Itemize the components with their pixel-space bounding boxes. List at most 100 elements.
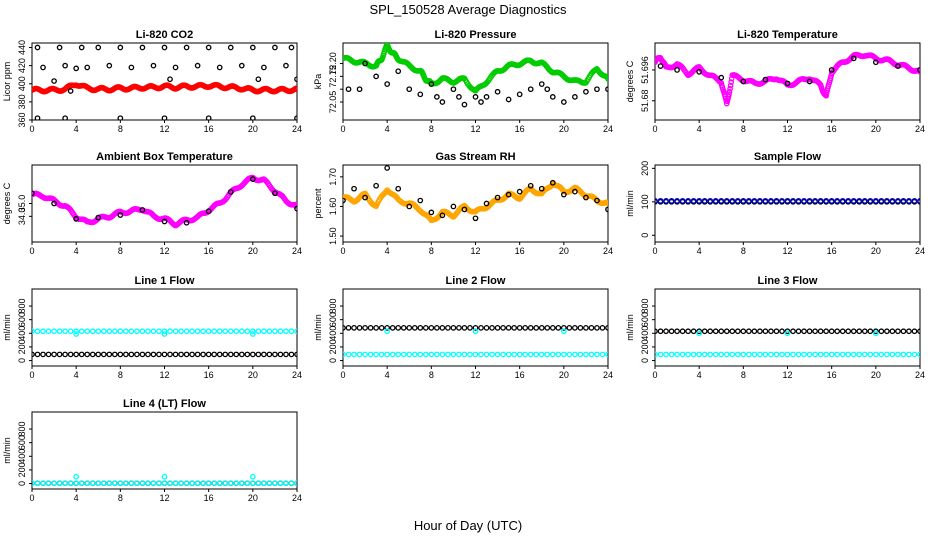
data-point	[95, 214, 102, 221]
data-point	[139, 328, 146, 335]
data-point	[272, 480, 278, 487]
data-point	[850, 55, 857, 62]
data-point	[194, 328, 201, 335]
data-point	[872, 197, 879, 204]
x-tick-label: 20	[871, 124, 881, 134]
figure-xlabel: Hour of Day (UTC)	[414, 518, 522, 533]
data-point	[577, 324, 584, 331]
data-point	[850, 197, 857, 204]
data-point	[62, 328, 68, 335]
data-point	[729, 351, 736, 358]
data-point	[172, 351, 179, 358]
data-point	[773, 351, 780, 358]
data-point	[89, 328, 96, 335]
data-point	[161, 480, 168, 487]
x-tick-label: 12	[159, 246, 169, 256]
data-point	[216, 351, 223, 358]
y-tick-label: 72.15	[328, 65, 338, 88]
data-point	[51, 351, 57, 358]
x-tick-label: 12	[159, 124, 169, 134]
x-tick-label: 12	[159, 493, 169, 503]
data-point	[227, 44, 234, 51]
data-point	[189, 480, 195, 487]
panel-sampleflow: Sample Flow ml/min 0 4 8 12 16 20 24 0 100 200	[625, 151, 925, 256]
data-point	[740, 351, 747, 358]
data-point	[249, 176, 256, 182]
data-point	[117, 351, 124, 358]
data-point	[572, 188, 578, 195]
data-point	[867, 351, 874, 358]
data-point	[373, 73, 379, 80]
data-point	[400, 351, 407, 358]
data-point	[494, 324, 501, 331]
data-point	[233, 351, 240, 358]
data-point	[861, 351, 868, 358]
data-point	[511, 324, 517, 331]
data-point	[740, 78, 747, 85]
y-tick-label: 35.0	[17, 195, 27, 213]
data-point	[500, 324, 506, 331]
data-point	[351, 185, 357, 192]
data-point	[216, 64, 223, 71]
data-point	[917, 69, 920, 75]
data-point	[527, 182, 534, 189]
data-point	[723, 197, 730, 204]
data-point	[362, 324, 368, 331]
data-point	[288, 351, 295, 358]
data-point	[194, 62, 201, 69]
panel-title: Line 2 Flow	[446, 275, 506, 287]
data-point	[345, 86, 352, 93]
data-point	[472, 215, 479, 222]
data-point	[823, 90, 830, 96]
data-point	[161, 473, 168, 480]
panel-boxtemp: Ambient Box Temperature degrees C 0 4 8 12 16 2…	[2, 151, 302, 256]
data-point	[555, 324, 562, 331]
data-point	[95, 44, 102, 51]
data-point	[343, 351, 346, 358]
data-point	[701, 328, 708, 335]
x-tick-label: 8	[741, 246, 746, 256]
x-tick-label: 4	[74, 493, 79, 503]
data-point	[605, 76, 608, 82]
data-point	[356, 86, 363, 93]
data-point	[878, 197, 885, 204]
data-point	[861, 197, 868, 204]
data-point	[73, 328, 80, 335]
data-point	[707, 197, 714, 204]
data-point	[773, 197, 780, 204]
data-point	[784, 328, 791, 335]
data-point	[373, 324, 379, 331]
plot-frame	[654, 288, 921, 367]
data-point	[516, 351, 523, 358]
data-point	[505, 191, 512, 198]
data-point	[900, 351, 907, 358]
data-point	[134, 328, 140, 335]
y-tick-label: 0	[17, 358, 27, 363]
data-point	[73, 216, 80, 222]
data-point	[746, 328, 752, 335]
data-point	[762, 328, 769, 335]
data-point	[183, 480, 190, 487]
data-point	[757, 197, 763, 204]
data-point	[516, 188, 523, 195]
data-point	[362, 60, 368, 67]
x-tick-label: 24	[292, 124, 302, 134]
x-tick-label: 8	[118, 246, 123, 256]
figure-title: SPL_150528 Average Diagnostics	[369, 2, 567, 17]
data-point	[817, 197, 824, 204]
data-point	[32, 190, 35, 197]
x-tick-label: 20	[871, 246, 881, 256]
data-point	[249, 44, 256, 51]
data-point	[62, 351, 68, 358]
data-point	[200, 351, 206, 358]
data-point	[895, 351, 901, 358]
data-point	[494, 351, 501, 358]
data-point	[439, 99, 446, 105]
data-point	[356, 351, 363, 358]
data-point	[34, 115, 41, 120]
data-point	[128, 328, 135, 335]
data-point	[272, 328, 278, 335]
plot-frame	[31, 164, 298, 243]
panel-line1: Line 1 Flow ml/min 0 4 8 12 16 20 24 0 20040060080…	[2, 275, 302, 380]
data-point	[828, 328, 835, 335]
